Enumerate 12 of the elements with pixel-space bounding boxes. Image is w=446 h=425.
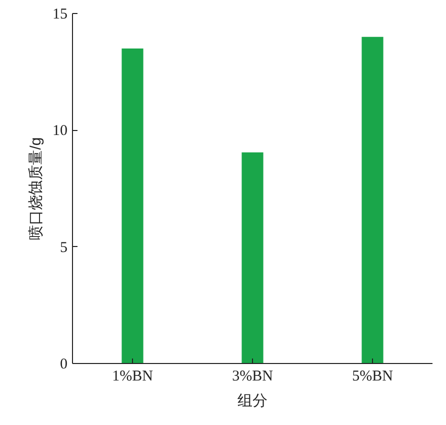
y-axis-title: 喷口烧蚀质量/g xyxy=(28,137,44,240)
y-tick-label: 0 xyxy=(60,356,68,372)
y-tick-label: 15 xyxy=(52,6,68,22)
x-axis-title: 组分 xyxy=(238,392,268,410)
x-tick-label: 3%BN xyxy=(232,368,274,384)
x-tick-label: 1%BN xyxy=(112,368,154,384)
y-tick-label: 5 xyxy=(60,240,68,256)
bar xyxy=(362,36,384,364)
x-tick-label: 5%BN xyxy=(352,368,394,384)
y-tick-label: 10 xyxy=(52,123,68,140)
bar xyxy=(122,48,144,364)
bar xyxy=(242,152,264,364)
